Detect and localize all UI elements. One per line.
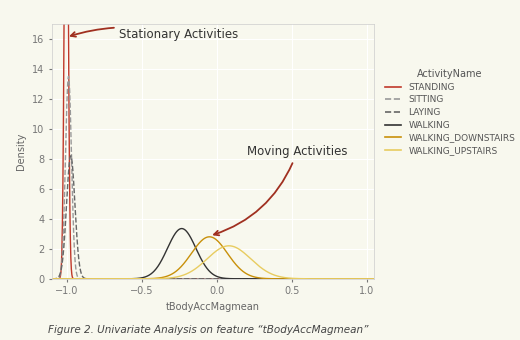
WALKING xyxy=(178,226,185,231)
STANDING xyxy=(197,277,203,281)
X-axis label: tBodyAccMagmean: tBodyAccMagmean xyxy=(166,302,260,312)
Text: Moving Activities: Moving Activities xyxy=(214,145,347,235)
LAYING xyxy=(42,277,48,281)
Text: Figure 2. Univariate Analysis on feature “tBodyAccMagmean”: Figure 2. Univariate Analysis on feature… xyxy=(48,325,368,335)
WALKING xyxy=(42,277,48,281)
SITTING xyxy=(197,277,203,281)
STANDING xyxy=(369,277,375,281)
LAYING xyxy=(59,265,65,269)
LAYING xyxy=(369,277,375,281)
WALKING_DOWNSTAIRS xyxy=(42,277,48,281)
LAYING xyxy=(197,277,203,281)
LAYING xyxy=(68,154,74,158)
STANDING xyxy=(206,277,212,281)
SITTING xyxy=(59,261,65,265)
SITTING xyxy=(181,277,188,281)
WALKING_UPSTAIRS xyxy=(197,264,203,268)
STANDING xyxy=(59,254,65,258)
WALKING_DOWNSTAIRS xyxy=(369,277,375,281)
WALKING_DOWNSTAIRS xyxy=(59,277,65,281)
SITTING xyxy=(369,277,375,281)
Y-axis label: Density: Density xyxy=(17,133,27,170)
SITTING xyxy=(379,277,385,281)
STANDING xyxy=(307,277,314,281)
WALKING_UPSTAIRS xyxy=(369,277,375,281)
WALKING_DOWNSTAIRS xyxy=(307,277,314,281)
Legend: STANDING, SITTING, LAYING, WALKING, WALKING_DOWNSTAIRS, WALKING_UPSTAIRS: STANDING, SITTING, LAYING, WALKING, WALK… xyxy=(382,67,518,158)
SITTING xyxy=(369,277,375,281)
STANDING xyxy=(133,277,139,281)
LAYING xyxy=(205,277,212,281)
LAYING xyxy=(230,277,236,281)
Line: WALKING_DOWNSTAIRS: WALKING_DOWNSTAIRS xyxy=(45,237,382,279)
SITTING xyxy=(206,277,212,281)
WALKING xyxy=(369,277,375,281)
WALKING_DOWNSTAIRS xyxy=(369,277,375,281)
Text: Stationary Activities: Stationary Activities xyxy=(71,28,239,41)
Line: WALKING: WALKING xyxy=(45,228,382,279)
WALKING xyxy=(369,277,375,281)
LAYING xyxy=(369,277,375,281)
WALKING_DOWNSTAIRS xyxy=(379,277,385,281)
Line: WALKING_UPSTAIRS: WALKING_UPSTAIRS xyxy=(45,246,382,279)
WALKING_UPSTAIRS xyxy=(42,277,48,281)
Line: STANDING: STANDING xyxy=(45,0,382,279)
WALKING xyxy=(205,269,212,273)
WALKING_DOWNSTAIRS xyxy=(197,241,203,245)
Line: LAYING: LAYING xyxy=(45,156,382,279)
WALKING_UPSTAIRS xyxy=(226,244,232,248)
WALKING_UPSTAIRS xyxy=(59,277,65,281)
STANDING xyxy=(379,277,385,281)
WALKING_DOWNSTAIRS xyxy=(205,235,212,239)
WALKING xyxy=(379,277,385,281)
WALKING_DOWNSTAIRS xyxy=(206,235,213,239)
WALKING_UPSTAIRS xyxy=(307,277,314,281)
WALKING xyxy=(307,277,314,281)
WALKING_UPSTAIRS xyxy=(205,255,212,259)
STANDING xyxy=(42,277,48,281)
Line: SITTING: SITTING xyxy=(45,76,382,279)
WALKING xyxy=(59,277,65,281)
SITTING xyxy=(66,74,72,78)
STANDING xyxy=(369,277,375,281)
WALKING xyxy=(197,254,203,258)
LAYING xyxy=(379,277,385,281)
SITTING xyxy=(307,277,314,281)
WALKING_UPSTAIRS xyxy=(379,277,385,281)
SITTING xyxy=(42,277,48,281)
WALKING_UPSTAIRS xyxy=(369,277,375,281)
LAYING xyxy=(307,277,314,281)
